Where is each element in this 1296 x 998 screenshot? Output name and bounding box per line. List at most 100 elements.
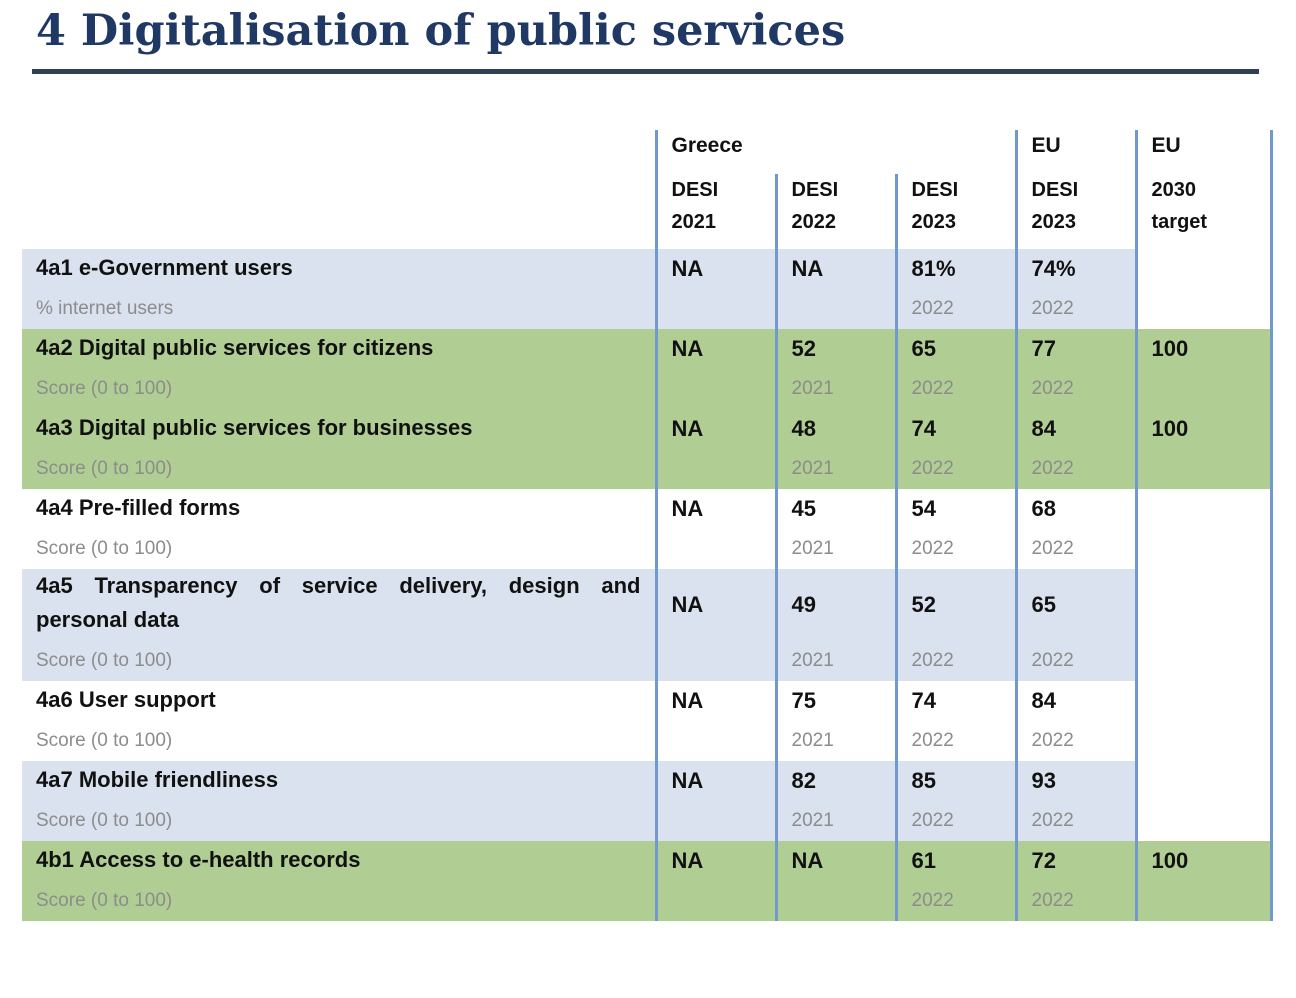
year-greece-2023: 2022 <box>894 449 1017 489</box>
indicator-name: 4a6 User support <box>22 681 656 721</box>
indicator-row-4a5: 4a5 Transparency of service delivery, de… <box>22 569 1273 641</box>
indicator-subrow-4a6: Score (0 to 100) 2021 2022 2022 <box>22 721 1273 761</box>
header-eu: EU <box>1014 130 1137 174</box>
year-eu-target <box>1134 641 1273 681</box>
column-header-eu-desi-2023: DESI 2023 <box>1014 174 1137 249</box>
indicator-row-4a1: 4a1 e-Government users NA NA 81% 74% <box>22 249 1273 289</box>
value-eu-target <box>1134 569 1273 641</box>
column-header-greece-desi-2022: DESI 2022 <box>774 174 896 249</box>
value-eu-2023: 84 <box>1014 409 1137 449</box>
indicator-unit: Score (0 to 100) <box>22 529 656 569</box>
value-eu-2023: 93 <box>1014 761 1137 801</box>
year-greece-2022: 2021 <box>774 801 896 841</box>
year-greece-2021 <box>654 449 776 489</box>
indicator-unit: Score (0 to 100) <box>22 801 656 841</box>
year-eu-target <box>1134 881 1273 921</box>
value-greece-2021: NA <box>654 841 776 881</box>
value-greece-2022: 45 <box>774 489 896 529</box>
value-greece-2023: 61 <box>894 841 1017 881</box>
indicator-subrow-4b1: Score (0 to 100) 2022 2022 <box>22 881 1273 921</box>
value-greece-2022: 49 <box>774 569 896 641</box>
year-eu-2023: 2022 <box>1014 881 1137 921</box>
indicator-name: 4a3 Digital public services for business… <box>22 409 656 449</box>
value-eu-2023: 65 <box>1014 569 1137 641</box>
value-eu-target <box>1134 489 1273 529</box>
indicator-subrow-4a4: Score (0 to 100) 2021 2022 2022 <box>22 529 1273 569</box>
year-greece-2021 <box>654 641 776 681</box>
indicator-subrow-4a3: Score (0 to 100) 2021 2022 2022 <box>22 449 1273 489</box>
value-greece-2023: 85 <box>894 761 1017 801</box>
value-greece-2021: NA <box>654 569 776 641</box>
indicator-subrow-4a5: Score (0 to 100) 2021 2022 2022 <box>22 641 1273 681</box>
year-eu-2023: 2022 <box>1014 369 1137 409</box>
indicator-row-4a6: 4a6 User support NA 75 74 84 <box>22 681 1273 721</box>
year-greece-2023: 2022 <box>894 289 1017 329</box>
indicator-unit: Score (0 to 100) <box>22 449 656 489</box>
column-header-greece-desi-2023: DESI 2023 <box>894 174 1017 249</box>
year-eu-target <box>1134 529 1273 569</box>
value-greece-2023: 74 <box>894 681 1017 721</box>
column-header-row: DESI 2021 DESI 2022 DESI 2023 DESI 2023 2030… <box>22 174 1273 249</box>
year-greece-2023: 2022 <box>894 801 1017 841</box>
year-greece-2023: 2022 <box>894 369 1017 409</box>
value-eu-2023: 68 <box>1014 489 1137 529</box>
indicator-subrow-4a7: Score (0 to 100) 2021 2022 2022 <box>22 801 1273 841</box>
year-eu-2023: 2022 <box>1014 449 1137 489</box>
indicator-subrow-4a1: % internet users 2022 2022 <box>22 289 1273 329</box>
indicator-row-4a2: 4a2 Digital public services for citizens… <box>22 329 1273 369</box>
year-eu-2023: 2022 <box>1014 721 1137 761</box>
value-eu-target: 100 <box>1134 409 1273 449</box>
indicator-unit: Score (0 to 100) <box>22 721 656 761</box>
value-greece-2023: 81% <box>894 249 1017 289</box>
year-greece-2022: 2021 <box>774 449 896 489</box>
value-greece-2021: NA <box>654 761 776 801</box>
value-greece-2023: 52 <box>894 569 1017 641</box>
title-underline <box>32 69 1259 74</box>
year-eu-target <box>1134 289 1273 329</box>
group-header-row: Greece EU EU <box>22 130 1273 174</box>
indicator-name: 4a2 Digital public services for citizens <box>22 329 656 369</box>
year-greece-2023: 2022 <box>894 641 1017 681</box>
header-empty-cell <box>22 174 656 249</box>
year-greece-2023: 2022 <box>894 721 1017 761</box>
header-greece: Greece <box>654 130 1017 174</box>
indicator-unit: Score (0 to 100) <box>22 881 656 921</box>
desi-indicator-table: Greece EU EU DESI 2021 DESI 2022 DESI 2023 … <box>22 130 1273 921</box>
value-eu-target: 100 <box>1134 841 1273 881</box>
value-greece-2022: 52 <box>774 329 896 369</box>
year-greece-2022: 2021 <box>774 641 896 681</box>
column-header-eu-2030-target: 2030 target <box>1134 174 1273 249</box>
year-greece-2023: 2022 <box>894 881 1017 921</box>
value-eu-2023: 72 <box>1014 841 1137 881</box>
value-greece-2022: NA <box>774 249 896 289</box>
value-greece-2021: NA <box>654 329 776 369</box>
value-greece-2022: 48 <box>774 409 896 449</box>
indicator-name: 4a4 Pre-filled forms <box>22 489 656 529</box>
year-greece-2021 <box>654 369 776 409</box>
indicator-row-4a4: 4a4 Pre-filled forms NA 45 54 68 <box>22 489 1273 529</box>
year-greece-2021 <box>654 881 776 921</box>
year-eu-target <box>1134 369 1273 409</box>
value-eu-2023: 84 <box>1014 681 1137 721</box>
indicator-name: 4a5 Transparency of service delivery, de… <box>22 569 656 641</box>
year-greece-2021 <box>654 721 776 761</box>
year-eu-2023: 2022 <box>1014 529 1137 569</box>
indicator-unit: Score (0 to 100) <box>22 369 656 409</box>
year-greece-2021 <box>654 801 776 841</box>
year-greece-2021 <box>654 529 776 569</box>
value-eu-target <box>1134 681 1273 721</box>
value-eu-target <box>1134 249 1273 289</box>
column-header-greece-desi-2021: DESI 2021 <box>654 174 776 249</box>
value-eu-target: 100 <box>1134 329 1273 369</box>
year-greece-2022 <box>774 881 896 921</box>
value-greece-2022: NA <box>774 841 896 881</box>
year-greece-2022: 2021 <box>774 721 896 761</box>
value-greece-2021: NA <box>654 249 776 289</box>
value-greece-2023: 54 <box>894 489 1017 529</box>
value-eu-target <box>1134 761 1273 801</box>
value-eu-2023: 77 <box>1014 329 1137 369</box>
value-greece-2021: NA <box>654 681 776 721</box>
year-greece-2022: 2021 <box>774 369 896 409</box>
indicator-subrow-4a2: Score (0 to 100) 2021 2022 2022 <box>22 369 1273 409</box>
value-greece-2021: NA <box>654 489 776 529</box>
